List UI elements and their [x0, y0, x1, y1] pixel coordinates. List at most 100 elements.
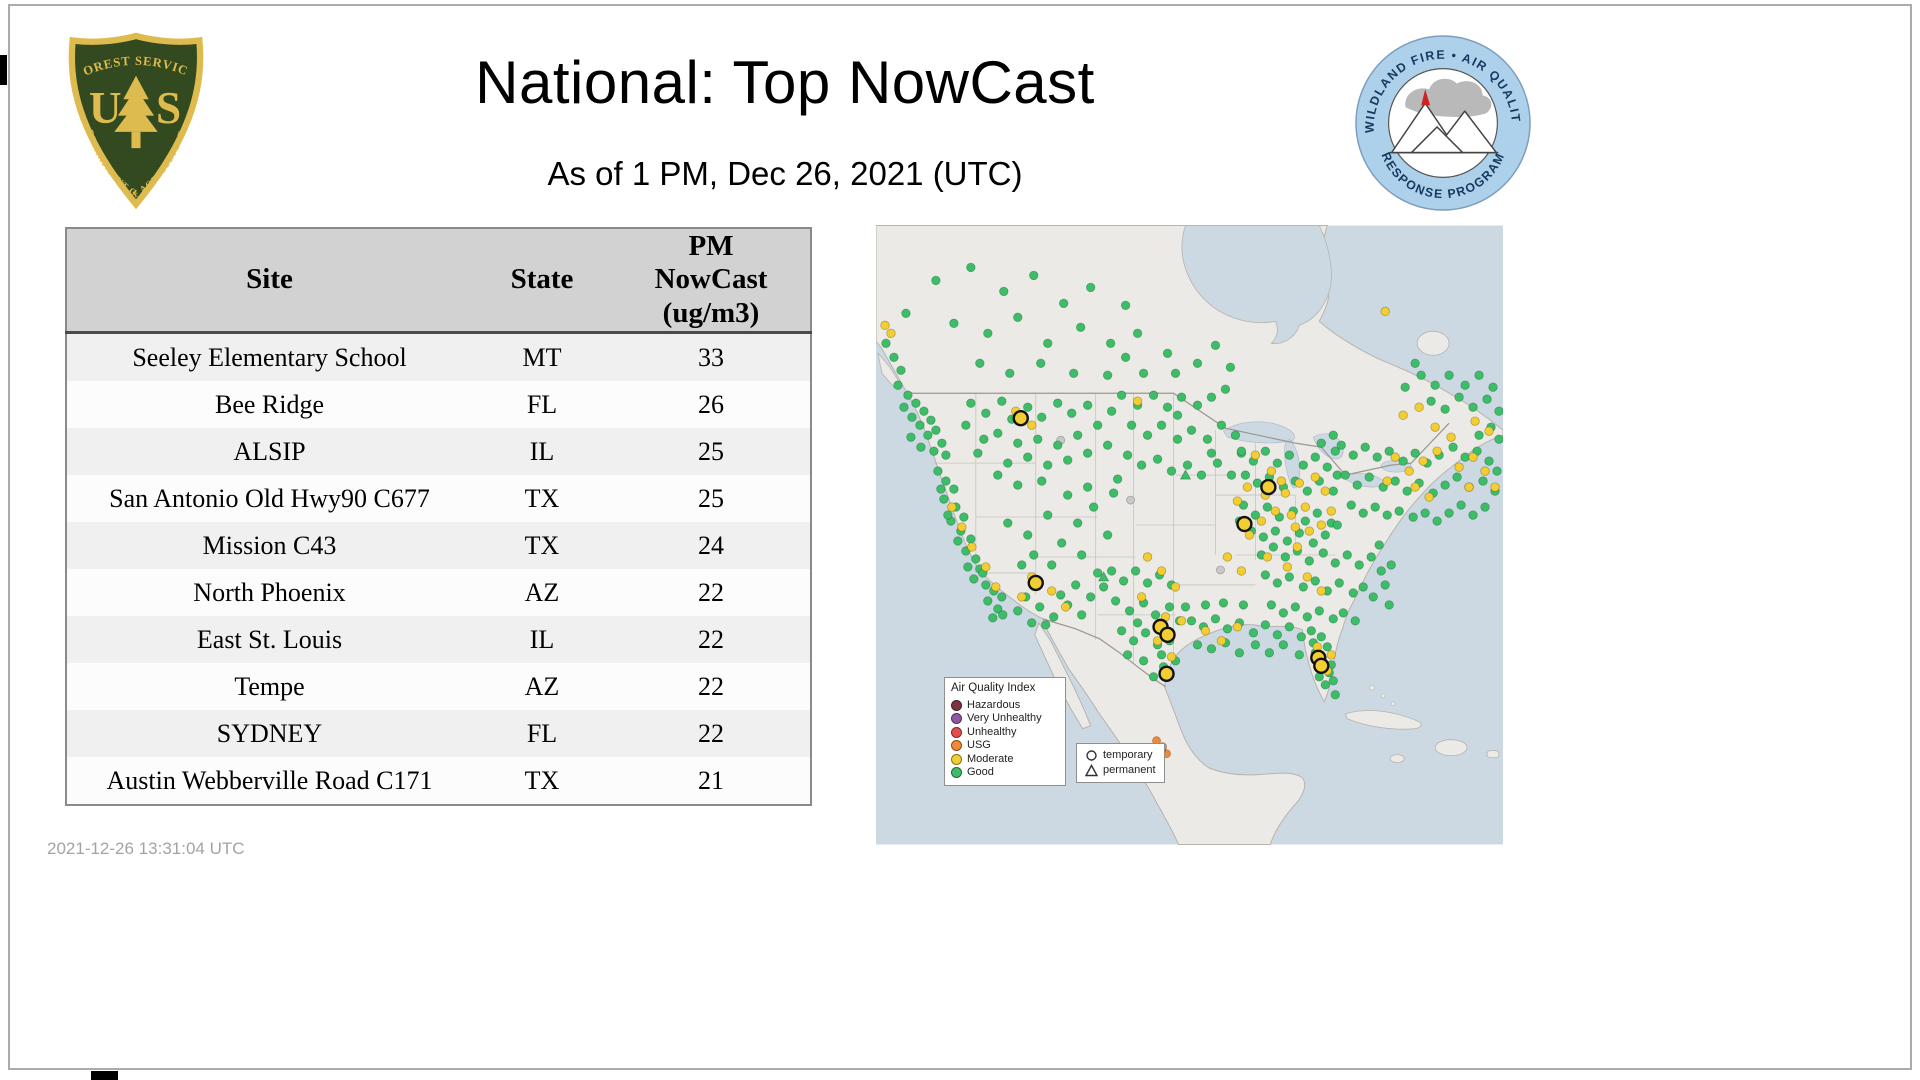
temporary-circle-icon	[1086, 750, 1097, 761]
site-dot-good	[1118, 576, 1129, 586]
site-dot-good	[1234, 648, 1245, 658]
site-dot-good	[896, 365, 906, 375]
site-dot-good	[1440, 404, 1450, 414]
mountains-icon	[1390, 102, 1498, 154]
site-dot-good	[1176, 392, 1187, 402]
site-dot-good	[1278, 640, 1289, 650]
site-dot-good	[1260, 620, 1271, 630]
site-dot-good	[979, 434, 989, 444]
site-dot-good	[1102, 440, 1113, 450]
site-dot-good	[1380, 580, 1390, 590]
table-row: SYDNEY FL 22	[66, 710, 811, 758]
site-dot-good	[969, 574, 979, 584]
site-dot-good	[1294, 650, 1305, 660]
edge-artifact-bottom	[91, 1071, 118, 1080]
top-site-marker	[1012, 409, 1029, 427]
site-dot-moderate	[967, 542, 977, 552]
hudson-bay	[1181, 225, 1332, 344]
temporary-marker-row: temporary	[1085, 748, 1156, 763]
site-dot-good	[1318, 548, 1328, 558]
site-dot-good	[1328, 614, 1338, 624]
site-dot-good	[953, 536, 963, 546]
site-dot-good	[903, 390, 913, 400]
aqi-legend-items: Hazardous Very Unhealthy Unhealthy USG Moder…	[951, 699, 1059, 780]
aqi-legend-item: Unhealthy	[951, 726, 1059, 740]
jamaica-island	[1389, 754, 1405, 764]
site-dot-moderate	[1316, 520, 1326, 530]
site-dot-good	[1482, 394, 1492, 404]
site-dot-moderate	[1292, 542, 1303, 552]
site-dot-good	[1230, 430, 1241, 440]
site-dot-good	[1085, 592, 1096, 602]
state-cell: FL	[472, 381, 612, 429]
site-dot-moderate	[1176, 616, 1187, 626]
table-row: Bee Ridge FL 26	[66, 381, 811, 429]
site-dot-good	[1138, 368, 1149, 378]
site-dot-good	[1478, 476, 1488, 486]
pine-tree-icon	[114, 75, 158, 149]
state-cell: AZ	[472, 569, 612, 617]
site-triangle-good	[1097, 571, 1110, 582]
site-dot-good	[983, 596, 993, 606]
site-dot-good	[1210, 340, 1221, 350]
site-dot-good	[1304, 556, 1315, 566]
site-dot-moderate	[1398, 410, 1408, 420]
site-dot-good	[1358, 582, 1368, 592]
site-dot-good	[1206, 392, 1217, 402]
site-dot-good	[1092, 568, 1103, 578]
site-dot-good	[1027, 618, 1037, 628]
site-dot-moderate	[1320, 486, 1330, 496]
site-dot-good	[981, 408, 991, 418]
site-dot-good	[1426, 396, 1436, 406]
site-dot-good	[1492, 466, 1502, 476]
aqi-color-dot	[951, 753, 962, 765]
site-dot-good	[1284, 622, 1295, 632]
state-cell: FL	[472, 710, 612, 758]
site-dot-good	[1366, 552, 1376, 562]
aqi-color-dot	[951, 726, 962, 738]
site-dot-good	[1003, 518, 1013, 528]
site-dot-good	[1240, 470, 1251, 480]
site-dot-moderate	[1302, 572, 1313, 582]
state-cell: AZ	[472, 663, 612, 711]
site-dot-good	[959, 512, 969, 522]
site-cell: ALSIP	[66, 428, 472, 476]
site-dot-good	[1342, 550, 1352, 560]
site-dot-good	[988, 613, 998, 623]
site-dot-good	[1474, 370, 1484, 380]
top-site-marker	[1027, 574, 1044, 592]
site-dot-good	[1394, 506, 1404, 516]
site-dot-good	[1166, 466, 1177, 476]
site-dot-good	[1444, 508, 1454, 518]
aqi-item-label: USG	[967, 739, 991, 751]
site-dot-good	[1272, 578, 1283, 588]
site-dot-moderate	[1232, 496, 1243, 506]
site-dot-good	[1072, 430, 1083, 440]
site-dot-good	[1106, 566, 1117, 576]
site-dot-good	[1336, 440, 1346, 450]
table-row: East St. Louis IL 22	[66, 616, 811, 664]
site-dot-good	[1374, 540, 1384, 550]
site-dot-good	[1150, 610, 1161, 620]
site-dot-moderate	[1404, 466, 1414, 476]
site-dot-good	[893, 380, 903, 390]
site-dot-good	[1029, 270, 1039, 281]
table-row: Mission C43 TX 24	[66, 522, 811, 570]
site-dot-good	[993, 428, 1003, 438]
site-dot-good	[1170, 368, 1181, 378]
site-dot-good	[1105, 338, 1116, 348]
top-site-marker	[1313, 657, 1330, 674]
site-dot-good	[1408, 512, 1418, 522]
site-dot-nodata	[1126, 495, 1135, 505]
site-dot-good	[1372, 452, 1382, 462]
site-dot-moderate	[1047, 586, 1057, 596]
site-dot-good	[981, 580, 991, 590]
site-dot-moderate	[1222, 552, 1233, 562]
site-dot-moderate	[1490, 482, 1500, 492]
state-cell: IL	[472, 428, 612, 476]
site-dot-good	[1210, 614, 1221, 624]
site-dot-good	[1053, 440, 1063, 450]
site-dot-moderate	[1380, 306, 1390, 317]
site-dot-good	[1308, 538, 1318, 548]
site-dot-good	[1218, 598, 1229, 608]
